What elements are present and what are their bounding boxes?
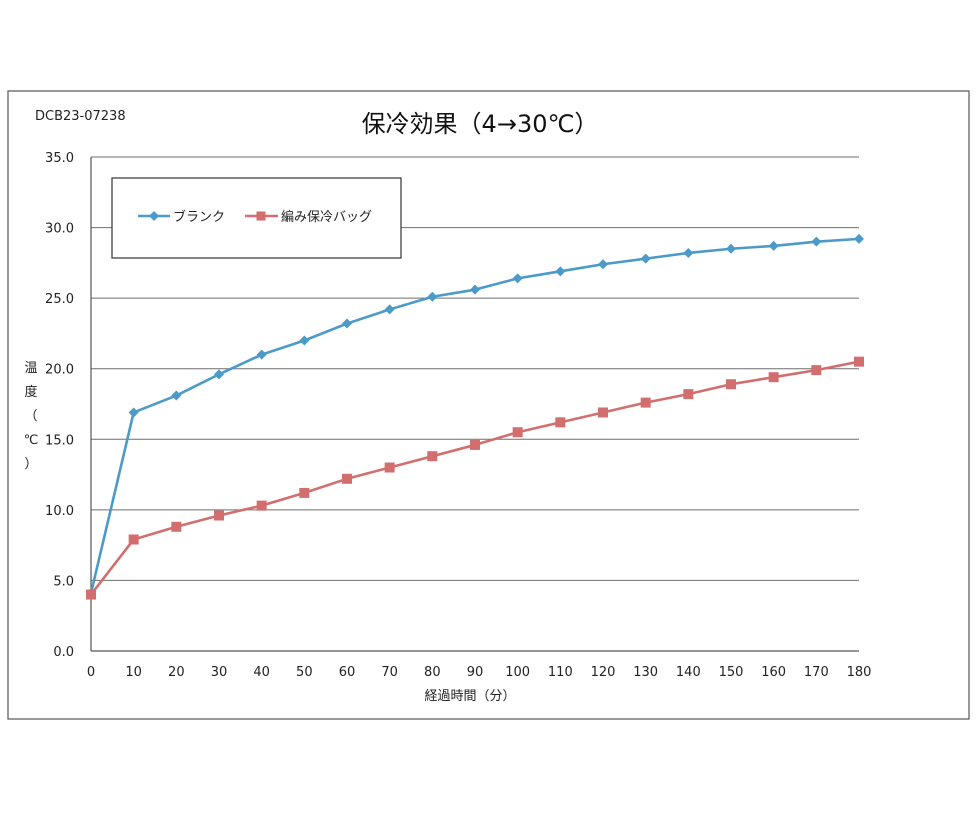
x-tick-label: 130 [633, 665, 658, 680]
legend-marker-bag [256, 211, 266, 221]
y-tick-label: 0.0 [53, 645, 74, 660]
data-point [683, 389, 694, 400]
legend: ブランク 編み保冷バッグ [111, 177, 402, 259]
x-tick-label: 20 [168, 665, 185, 680]
x-tick-label: 110 [548, 665, 573, 680]
x-tick-label: 80 [424, 665, 441, 680]
legend-label-bag: 編み保冷バッグ [281, 209, 372, 225]
legend-marker-blank [149, 211, 159, 221]
data-point [384, 304, 395, 315]
y-tick-label: 10.0 [45, 504, 74, 519]
x-tick-labels: 0 10 20 30 40 50 60 70 80 90 100 110 120 130 140 150 160… [87, 665, 872, 680]
data-point [854, 233, 864, 244]
data-point [299, 335, 310, 346]
x-tick-label: 60 [339, 665, 356, 680]
x-tick-label: 0 [87, 665, 95, 680]
data-point [555, 417, 566, 428]
data-point [384, 462, 395, 473]
data-point [854, 356, 864, 367]
y-tick-label: 35.0 [45, 151, 74, 166]
x-tick-label: 90 [467, 665, 484, 680]
chart-title: 保冷効果（4→30℃） [362, 110, 599, 138]
data-point [470, 284, 480, 295]
data-point [256, 349, 267, 360]
series-line [89, 360, 860, 596]
chart-frame [7, 90, 970, 720]
data-point [342, 473, 352, 484]
y-axis-title-char: ℃ [24, 433, 39, 448]
series-bag [86, 356, 864, 600]
x-tick-label: 170 [804, 665, 829, 680]
y-tick-label: 5.0 [53, 574, 74, 589]
data-point [299, 487, 310, 498]
y-axis-title-char: 温 [24, 361, 37, 376]
x-tick-label: 140 [676, 665, 701, 680]
data-point [427, 451, 438, 462]
document-code: DCB23-07238 [35, 109, 126, 124]
x-tick-label: 120 [591, 665, 616, 680]
data-point [128, 407, 139, 418]
x-tick-label: 160 [761, 665, 786, 680]
x-tick-label: 50 [296, 665, 313, 680]
data-point [171, 521, 182, 532]
x-tick-label: 100 [505, 665, 530, 680]
data-point [512, 273, 523, 284]
x-tick-label: 70 [381, 665, 398, 680]
x-tick-label: 150 [719, 665, 744, 680]
y-axis-title-char: ） [24, 457, 37, 472]
data-point [555, 266, 566, 277]
data-point [811, 236, 822, 247]
data-point [427, 291, 438, 302]
data-point [640, 397, 651, 408]
y-tick-label: 30.0 [45, 222, 74, 237]
y-axis-title-char: （ [24, 409, 37, 424]
data-point [86, 589, 96, 600]
data-point [726, 243, 736, 254]
y-tick-label: 25.0 [45, 292, 74, 307]
data-point [598, 259, 608, 270]
y-tick-labels: 0.0 5.0 10.0 15.0 20.0 25.0 30.0 35.0 [45, 151, 74, 660]
data-point [470, 439, 480, 450]
x-tick-label: 10 [125, 665, 142, 680]
data-point [598, 407, 608, 418]
data-point [214, 369, 224, 380]
series-blank [86, 233, 864, 599]
gridlines [90, 156, 859, 652]
y-axis-title-char: 度 [24, 384, 37, 400]
x-tick-label: 180 [847, 665, 872, 680]
x-tick-label: 40 [253, 665, 270, 680]
data-point [726, 379, 736, 390]
data-point [640, 253, 651, 264]
y-tick-label: 20.0 [45, 363, 74, 378]
data-point [214, 510, 224, 521]
series-layer [86, 233, 864, 600]
data-point [128, 534, 139, 545]
x-tick-label: 30 [211, 665, 228, 680]
data-point [811, 365, 822, 376]
data-point [342, 318, 352, 329]
y-axis-title: 温度 （ ℃ ） [24, 361, 39, 472]
y-tick-label: 15.0 [45, 433, 74, 448]
data-point [171, 390, 182, 401]
x-axis-title: 経過時間（分） [424, 689, 515, 704]
data-point [768, 240, 779, 251]
data-point [683, 247, 694, 258]
data-point [256, 500, 267, 511]
data-point [768, 372, 779, 383]
legend-label-blank: ブランク [173, 209, 225, 225]
data-point [512, 427, 523, 438]
